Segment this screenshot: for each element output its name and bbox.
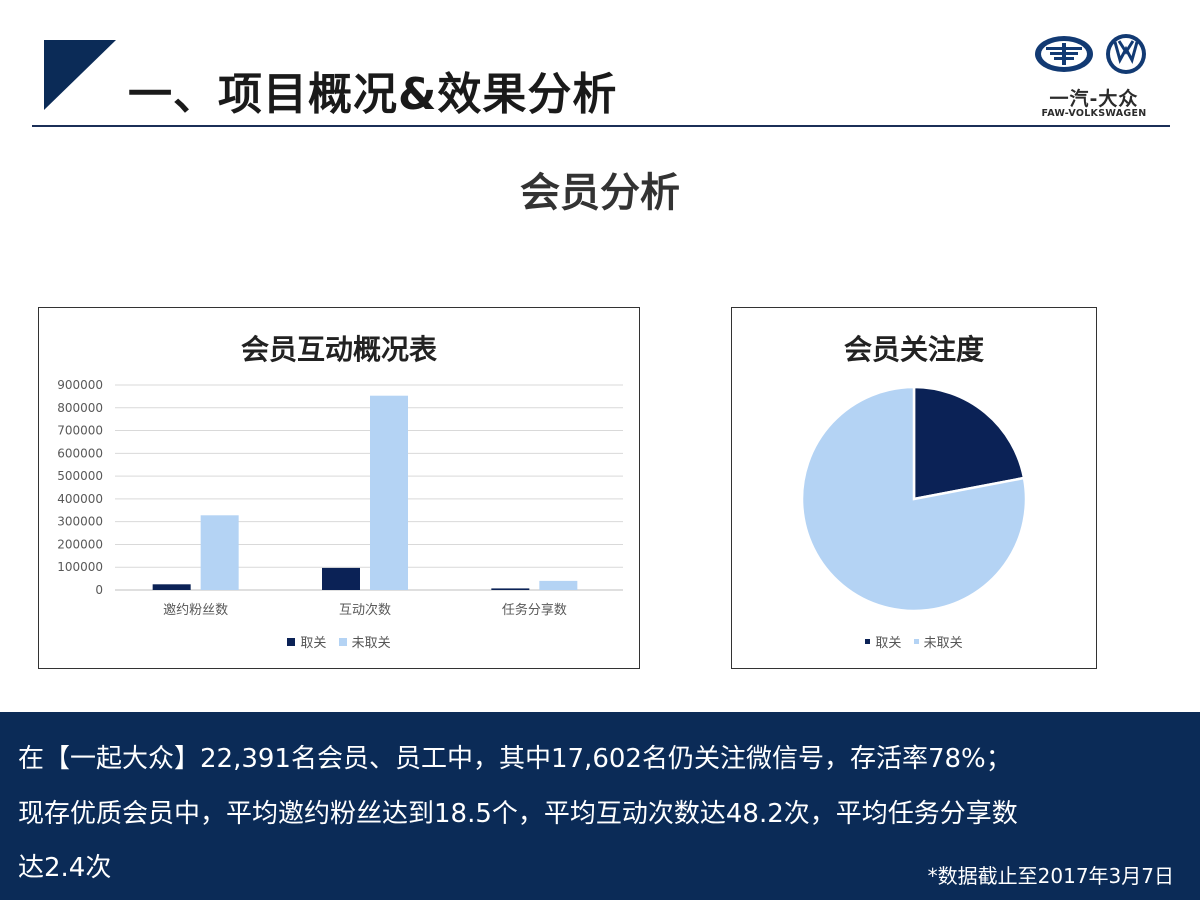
pie-chart-legend: 取关 未取关 [732,632,1096,651]
data-cutoff-note: *数据截止至2017年3月7日 [927,864,1174,888]
legend-swatch-dark [287,637,296,646]
y-tick-label: 600000 [57,446,103,460]
y-tick-label: 300000 [57,515,103,529]
member-attention-chart: 会员关注度 取关 未取关 [731,307,1097,669]
faw-vw-logo-icon [1035,34,1146,74]
summary-banner [0,712,1200,900]
bar-unfollow [152,584,191,590]
bar-still-following [539,580,578,590]
legend-item-still-following: 未取关 [913,632,963,651]
legend-label: 取关 [300,636,327,651]
bar-still-following [370,395,408,590]
member-interaction-chart: 会员互动概况表 0 100000 200000 300000 400000 500000 6… [38,307,640,669]
y-tick-label: 0 [95,583,103,597]
y-tick-label: 500000 [57,469,103,483]
summary-line-2: 现存优质会员中，平均邀约粉丝达到18.5个，平均互动次数达48.2次，平均任务分… [18,799,1018,829]
pie-slice-unfollow [912,385,1026,501]
y-tick-label: 800000 [57,401,103,415]
bar-chart-title: 会员互动概况表 [240,333,437,366]
legend-swatch-dark [865,639,871,644]
header-divider [32,125,1170,127]
legend-item-unfollow: 取关 [287,632,326,651]
y-tick-label: 200000 [57,537,103,551]
summary-line-1: 在【一起大众】22,391名会员、员工中，其中17,602名仍关注微信号，存活率… [18,744,1012,774]
legend-label: 未取关 [923,636,963,651]
pie-slice-still-following [800,385,1028,613]
logo-brand-english: FAW-VOLKSWAGEN [1041,108,1147,119]
legend-swatch-light [338,637,347,646]
y-tick-label: 100000 [57,560,103,574]
pie-chart-plot [800,385,1028,613]
y-tick-label: 700000 [57,424,103,438]
pie-chart-title: 会员关注度 [843,333,984,366]
legend-item-still-following: 未取关 [338,632,391,651]
y-tick-label: 900000 [57,378,103,392]
y-tick-label: 400000 [57,492,103,506]
legend-swatch-light [913,639,919,644]
logo-brand-chinese: 一汽-大众 [1049,88,1139,110]
x-tick-label: 任务分享数 [502,602,567,618]
legend-item-unfollow: 取关 [865,632,901,651]
bar-chart-legend: 取关 未取关 [39,632,639,651]
x-tick-label: 互动次数 [339,602,391,618]
legend-label: 取关 [875,636,902,651]
bar-still-following [200,515,239,590]
x-tick-label: 邀约粉丝数 [163,603,228,618]
legend-label: 未取关 [351,636,391,651]
header-triangle-decoration [44,40,116,110]
page-title: 一、项目概况&效果分析 [128,69,618,120]
bar-chart-plot: 0 100000 200000 300000 400000 500000 600000 700… [57,378,623,618]
bar-unfollow [322,567,360,590]
summary-line-3: 达2.4次 [18,853,112,883]
bar-unfollow [491,588,530,590]
section-title: 会员分析 [520,170,680,216]
